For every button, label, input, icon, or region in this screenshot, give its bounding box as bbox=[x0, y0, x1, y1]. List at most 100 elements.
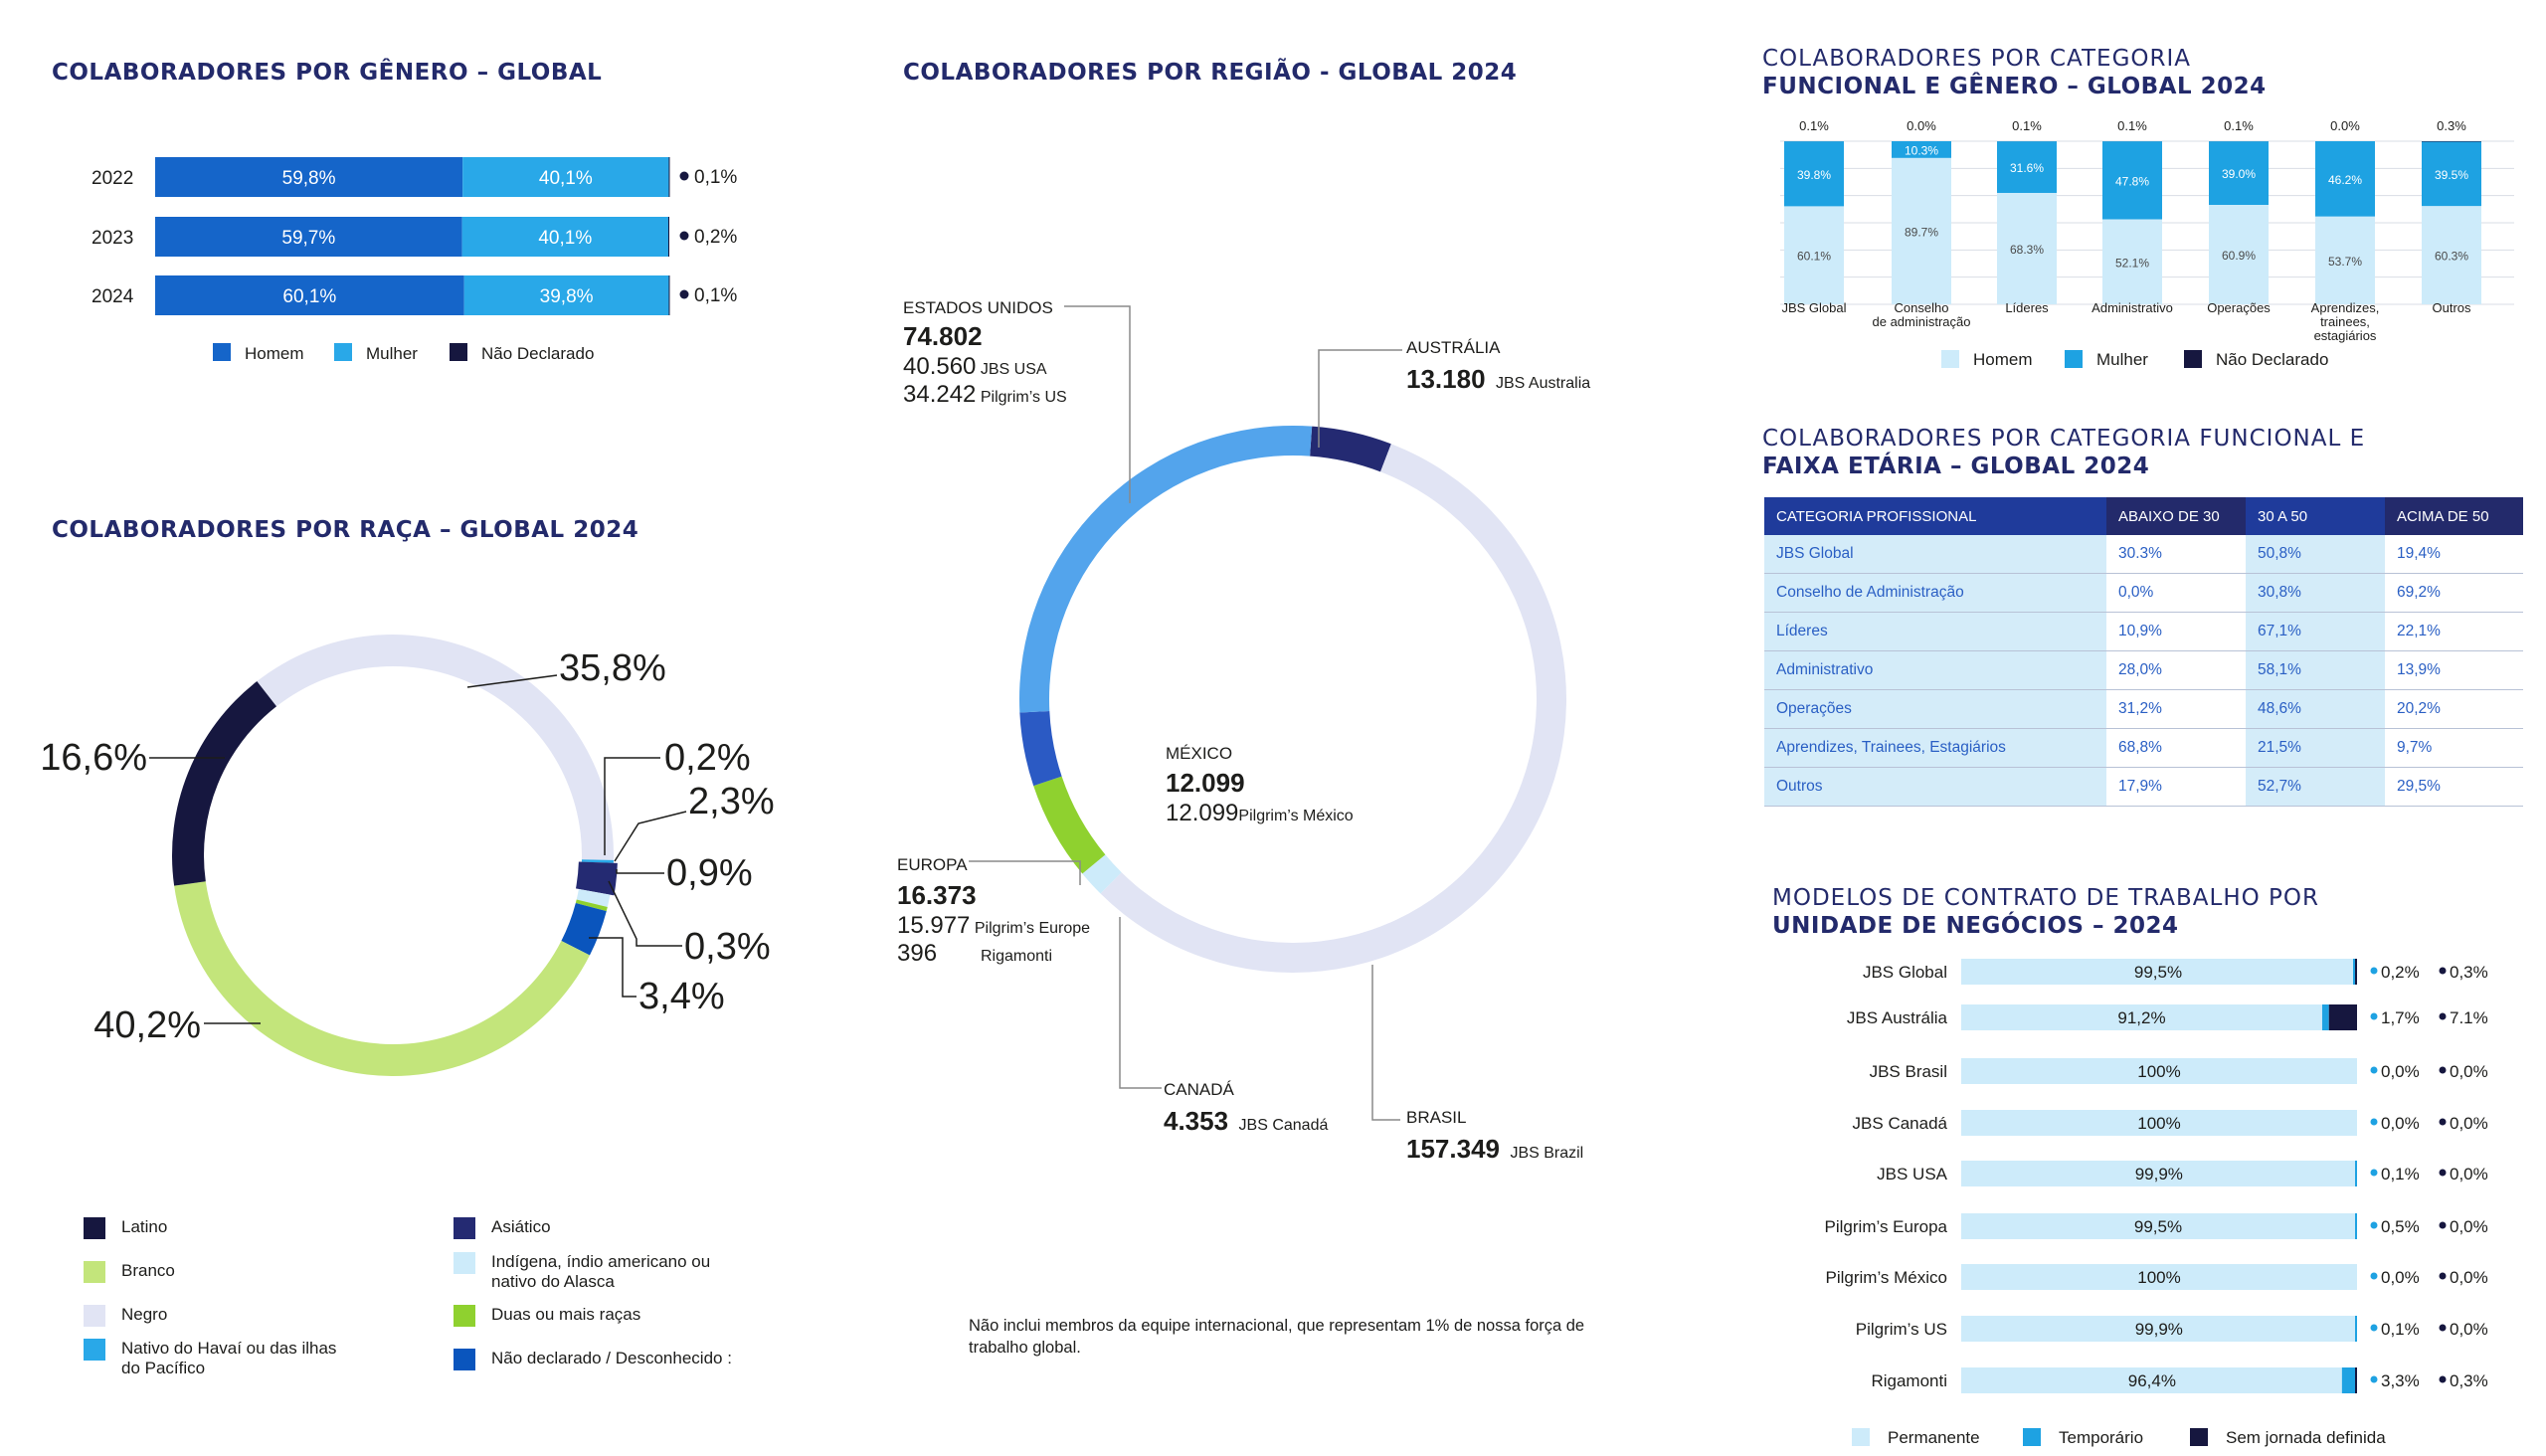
age-table: CATEGORIA PROFISSIONAL ABAIXO DE 30 30 A… bbox=[1764, 497, 2523, 807]
bar-label-nao-declarado: 0.1% bbox=[1799, 118, 1829, 133]
leader-line bbox=[608, 880, 682, 947]
legend-label: Duas ou mais raças bbox=[491, 1305, 641, 1324]
legend-label: Não Declarado bbox=[2216, 350, 2329, 369]
table-cell: Operações bbox=[1764, 689, 2106, 729]
leader-line bbox=[1371, 965, 1400, 1121]
unit-label: Pilgrim’s US bbox=[1856, 1320, 1947, 1339]
bar-label-nao-declarado: 0,1% bbox=[694, 167, 737, 188]
table-row: Conselho de Administração 0,0% 30,8% 69,2% bbox=[1764, 573, 2523, 613]
functional-gender-title-2: FUNCIONAL E GÊNERO – GLOBAL 2024 bbox=[1762, 74, 2267, 99]
bar-homem bbox=[1892, 157, 1951, 304]
bar-label-nao-declarado: 0.0% bbox=[1907, 118, 1936, 133]
race-pct-label: 16,6% bbox=[40, 737, 147, 779]
bar-label-nao-declarado: 0,2% bbox=[694, 227, 737, 248]
race-pct-label: 0,2% bbox=[664, 737, 751, 779]
bar-label-nao-declarado: 0,1% bbox=[694, 285, 737, 306]
bar-mulher bbox=[2315, 141, 2375, 217]
bar-temporario bbox=[2341, 1367, 2355, 1393]
bar-label-temporario: 0,1% bbox=[2381, 1320, 2420, 1339]
region-name: BRASIL bbox=[1406, 1108, 1467, 1127]
year-label: 2024 bbox=[91, 286, 134, 307]
table-cell: 48,6% bbox=[2246, 689, 2385, 729]
race-legend-item: Asiático bbox=[454, 1217, 551, 1239]
bar-permanente bbox=[1961, 959, 2356, 985]
table-cell: Líderes bbox=[1764, 612, 2106, 651]
unit-label: JBS USA bbox=[1877, 1165, 1948, 1183]
dot-temporario bbox=[2370, 1272, 2378, 1280]
dot-temporario bbox=[2370, 967, 2378, 975]
gender-chart: 2022 59,8% 40,1% 0,1% 2023 59,7% 40,1% 0,2% 2024… bbox=[91, 157, 737, 363]
region-sub-value: 40.560 bbox=[903, 353, 977, 381]
legend-label: Sem jornada definida bbox=[2226, 1428, 2386, 1447]
bar-mulher bbox=[463, 275, 669, 315]
bar-label-nao-declarado: 0.1% bbox=[2224, 118, 2254, 133]
table-row: Operações 31,2% 48,6% 20,2% bbox=[1764, 689, 2523, 729]
table-cell: 50,8% bbox=[2246, 535, 2385, 574]
region-total: 13.180 bbox=[1406, 364, 1486, 395]
region-sub-label: Pilgrim’s US bbox=[980, 389, 1067, 407]
region-name: ESTADOS UNIDOS bbox=[903, 298, 1053, 317]
race-pct-label: 40,2% bbox=[93, 1004, 201, 1046]
bar-label-sem-jornada: 0,0% bbox=[2450, 1320, 2488, 1339]
dot-sem-jornada bbox=[2439, 1221, 2447, 1229]
legend-label: Não Declarado bbox=[481, 344, 594, 363]
bar-label-mulher: 39,8% bbox=[540, 286, 594, 307]
bar-homem bbox=[2422, 206, 2481, 304]
bar-label-mulher: 39.0% bbox=[2222, 167, 2256, 181]
table-row: Outros 17,9% 52,7% 29,5% bbox=[1764, 767, 2523, 807]
bar-homem bbox=[2209, 205, 2269, 304]
table-cell: 9,7% bbox=[2385, 728, 2523, 768]
table-cell: Administrativo bbox=[1764, 650, 2106, 690]
bar-permanente bbox=[1961, 1367, 2343, 1393]
bar-label-sem-jornada: 0,0% bbox=[2450, 1268, 2488, 1287]
bar-permanente bbox=[1961, 1213, 2356, 1239]
leader-line bbox=[604, 757, 660, 855]
region-sub-label: JBS Brazil bbox=[1510, 1145, 1584, 1163]
region-sub-label: JBS Australia bbox=[1495, 375, 1591, 393]
legend-swatch bbox=[2023, 1428, 2041, 1446]
table-cell: Outros bbox=[1764, 767, 2106, 807]
bar-label-homem: 59,7% bbox=[281, 228, 335, 249]
unit-label: JBS Canadá bbox=[1853, 1114, 1948, 1133]
race-pct-label: 0,9% bbox=[666, 852, 753, 894]
region-slice bbox=[1019, 426, 1313, 713]
dot-temporario bbox=[2370, 1221, 2378, 1229]
leader-line bbox=[1064, 305, 1131, 503]
legend-item: Temporário bbox=[2023, 1428, 2143, 1448]
region-sub-value: 15.977 bbox=[897, 912, 971, 940]
bar-mulher bbox=[2209, 141, 2269, 206]
unit-label: JBS Austrália bbox=[1847, 1008, 1948, 1027]
category-label: estagiários bbox=[2314, 328, 2377, 343]
legend-swatch bbox=[2190, 1428, 2208, 1446]
bar-label-mulher: 39.5% bbox=[2435, 168, 2468, 182]
legend-swatch bbox=[450, 343, 467, 361]
race-slice bbox=[172, 681, 277, 886]
category-label: Outros bbox=[2432, 300, 2471, 315]
age-title-2: FAIXA ETÁRIA – GLOBAL 2024 bbox=[1762, 454, 2150, 479]
bar-temporario bbox=[2355, 1213, 2357, 1239]
contracts-title-1: MODELOS DE CONTRATO DE TRABALHO POR bbox=[1772, 885, 2320, 911]
leader-line bbox=[1318, 349, 1402, 448]
legend-swatch bbox=[334, 343, 352, 361]
region-total: 16.373 bbox=[897, 879, 977, 910]
table-cell: 52,7% bbox=[2246, 767, 2385, 807]
bar-permanente bbox=[1961, 1004, 2322, 1030]
table-cell: Conselho de Administração bbox=[1764, 573, 2106, 613]
legend-item: Permanente bbox=[1852, 1428, 1980, 1448]
category-label: Aprendizes, bbox=[2311, 300, 2380, 315]
region-title: COLABORADORES POR REGIÃO - GLOBAL 2024 bbox=[903, 60, 1518, 86]
bar-nao-declarado bbox=[668, 157, 670, 197]
bar-mulher bbox=[2422, 141, 2481, 207]
table-cell: 68,8% bbox=[2106, 728, 2246, 768]
table-cell: 67,1% bbox=[2246, 612, 2385, 651]
category-label: Operações bbox=[2207, 300, 2271, 315]
table-cell: 69,2% bbox=[2385, 573, 2523, 613]
dot-sem-jornada bbox=[2439, 1012, 2447, 1020]
region-sub-value: 396 bbox=[897, 940, 938, 968]
race-slice bbox=[257, 635, 615, 860]
bar-label-nao-declarado: 0.0% bbox=[2330, 118, 2360, 133]
bar-permanente bbox=[1961, 1110, 2357, 1136]
bar-label-sem-jornada: 0,0% bbox=[2450, 1165, 2488, 1183]
race-slice bbox=[561, 902, 607, 956]
bar-label-permanente: 100% bbox=[2137, 1114, 2180, 1133]
